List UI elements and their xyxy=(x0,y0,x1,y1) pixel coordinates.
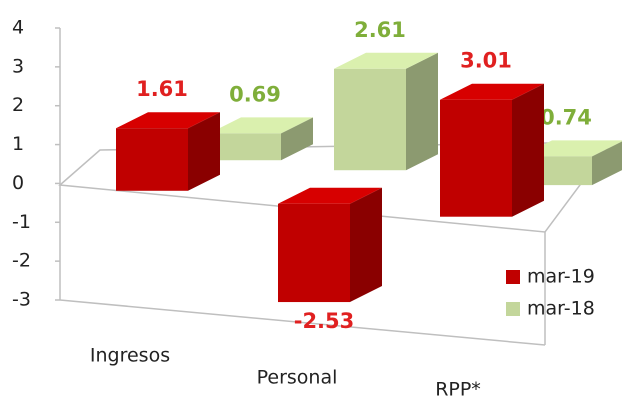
legend-swatch xyxy=(506,270,520,284)
bar-front xyxy=(334,68,406,171)
bar xyxy=(440,83,544,217)
x-tick-label: Ingresos xyxy=(90,345,170,367)
bar-top xyxy=(209,117,313,134)
y-tick-label: -2 xyxy=(12,250,31,272)
bar-front xyxy=(278,203,350,303)
value-label: -2.53 xyxy=(294,309,355,333)
bar-top xyxy=(278,187,382,204)
y-tick-label: -1 xyxy=(12,211,31,233)
legend-swatch xyxy=(506,302,520,316)
bar-top xyxy=(334,52,438,69)
bar-top xyxy=(520,140,622,157)
value-label: 0.74 xyxy=(540,105,592,129)
value-label: 1.61 xyxy=(136,77,188,101)
value-label: 3.01 xyxy=(460,49,512,73)
bar-side xyxy=(592,141,622,186)
x-tick-label: Personal xyxy=(257,367,338,389)
bar-front xyxy=(209,133,281,161)
bar xyxy=(209,117,313,161)
bar xyxy=(278,187,382,303)
y-tick-label: 0 xyxy=(12,172,24,194)
bar-top xyxy=(116,112,220,129)
bar-front xyxy=(440,99,512,217)
bar-side xyxy=(281,117,313,161)
bar-side xyxy=(406,52,438,171)
value-label: 2.61 xyxy=(354,18,406,42)
y-tick-label: 4 xyxy=(12,17,24,39)
bar xyxy=(334,52,438,171)
bar-side xyxy=(188,112,220,191)
y-tick-label: 1 xyxy=(12,133,24,155)
x-axis xyxy=(59,299,546,346)
x-tick-label: RPP* xyxy=(435,379,481,401)
bar-side xyxy=(350,187,382,303)
bar-side xyxy=(512,83,544,217)
bar-top xyxy=(440,83,544,100)
bar xyxy=(116,112,220,191)
legend-label: mar-18 xyxy=(527,298,595,320)
y-tick-label: 2 xyxy=(12,94,24,116)
y-tick-label: 3 xyxy=(12,55,24,77)
value-label: 0.69 xyxy=(229,82,281,106)
legend-label: mar-19 xyxy=(527,266,595,288)
y-tick-label: -3 xyxy=(12,289,31,311)
bar-front xyxy=(116,128,188,191)
